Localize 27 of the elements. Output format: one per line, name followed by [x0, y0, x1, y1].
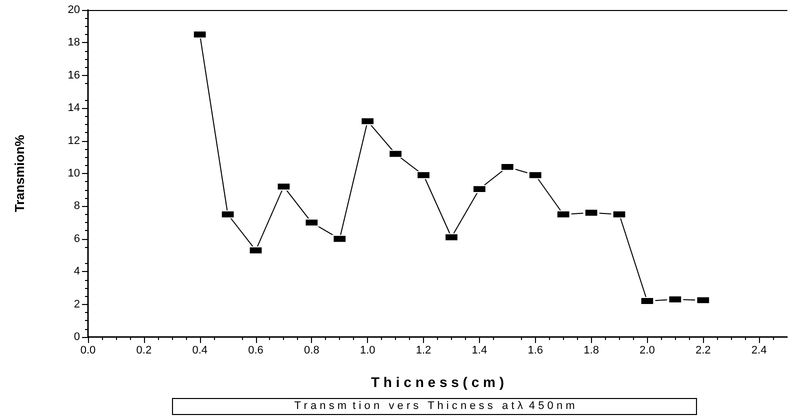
x-tick-label: 1.2	[416, 344, 432, 356]
y-tick-label: 10	[68, 168, 80, 180]
x-tick-label: 1.4	[472, 344, 488, 356]
y-tick-label: 16	[68, 69, 80, 82]
x-tick-label: 0.2	[136, 344, 152, 356]
x-tick-label: 2.2	[695, 344, 711, 356]
y-tick-label: 4	[74, 266, 80, 278]
y-tick-label: 0	[74, 331, 80, 343]
y-tick-label: 6	[74, 232, 80, 245]
y-tick-label: 8	[74, 200, 80, 212]
x-tick-label: 0.8	[304, 344, 320, 356]
text: T r a n s m t i o n v e r s T h i c n e s s a t λ 4 5 0 n m	[172, 398, 697, 415]
y-tick-label: 14	[68, 102, 80, 114]
x-tick-label: 0.4	[192, 344, 208, 356]
x-tick-label: 1.0	[360, 344, 376, 356]
x-tick-label: 2.4	[751, 344, 767, 356]
y-tick-label: 12	[68, 134, 80, 147]
x-tick-label: 0.0	[80, 344, 96, 356]
y-axis-title: Transmion%	[12, 134, 27, 212]
x-tick-label: 2.0	[640, 344, 655, 356]
x-tick-label: 1.6	[528, 344, 544, 356]
x-tick-label: 1.8	[584, 344, 599, 356]
x-axis-title: T h i c n e s s ( c m )	[370, 374, 504, 390]
y-tick-label: 18	[68, 36, 80, 49]
y-tick-label: 20	[68, 4, 80, 16]
y-tick-label: 2	[74, 298, 80, 310]
x-tick-label: 0.6	[248, 344, 264, 356]
